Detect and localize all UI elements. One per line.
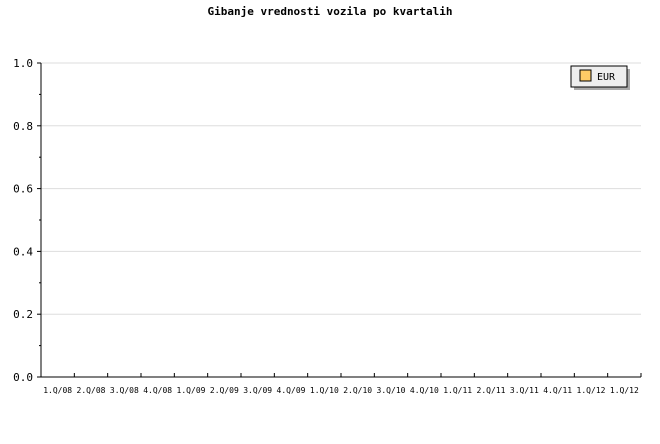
x-tick-label: 1.Q/09: [177, 386, 206, 395]
y-tick-label: 0.4: [13, 245, 33, 258]
y-tick-label: 0.6: [13, 183, 33, 196]
x-tick-label: 4.Q/09: [277, 386, 306, 395]
legend-swatch: [579, 69, 592, 82]
x-tick-label: 3.Q/10: [377, 386, 406, 395]
x-tick-label: 3.Q/09: [243, 386, 272, 395]
x-tick-label: 2.Q/09: [210, 386, 239, 395]
chart-title: Gibanje vrednosti vozila po kvartalih: [207, 5, 452, 18]
x-tick-label: 1.Q/12: [577, 386, 606, 395]
x-tick-label: 1.Q/10: [310, 386, 339, 395]
legend-label: EUR: [597, 72, 616, 83]
legend: EUR: [570, 65, 630, 90]
x-tick-label: 4.Q/08: [143, 386, 172, 395]
x-tick-label: 1.Q/12: [610, 386, 639, 395]
y-tick-label: 0.0: [13, 371, 33, 384]
x-tick-label: 2.Q/08: [77, 386, 106, 395]
y-tick-label: 1.0: [13, 57, 33, 70]
y-tick-label: 0.8: [13, 120, 33, 133]
x-tick-label: 1.Q/08: [43, 386, 72, 395]
x-tick-label: 4.Q/11: [543, 386, 572, 395]
x-tick-label: 4.Q/10: [410, 386, 439, 395]
x-tick-label: 2.Q/11: [477, 386, 506, 395]
x-tick-label: 3.Q/08: [110, 386, 139, 395]
x-tick-label: 2.Q/10: [343, 386, 372, 395]
x-tick-label: 3.Q/11: [510, 386, 539, 395]
y-tick-label: 0.2: [13, 308, 33, 321]
x-tick-label: 1.Q/11: [443, 386, 472, 395]
